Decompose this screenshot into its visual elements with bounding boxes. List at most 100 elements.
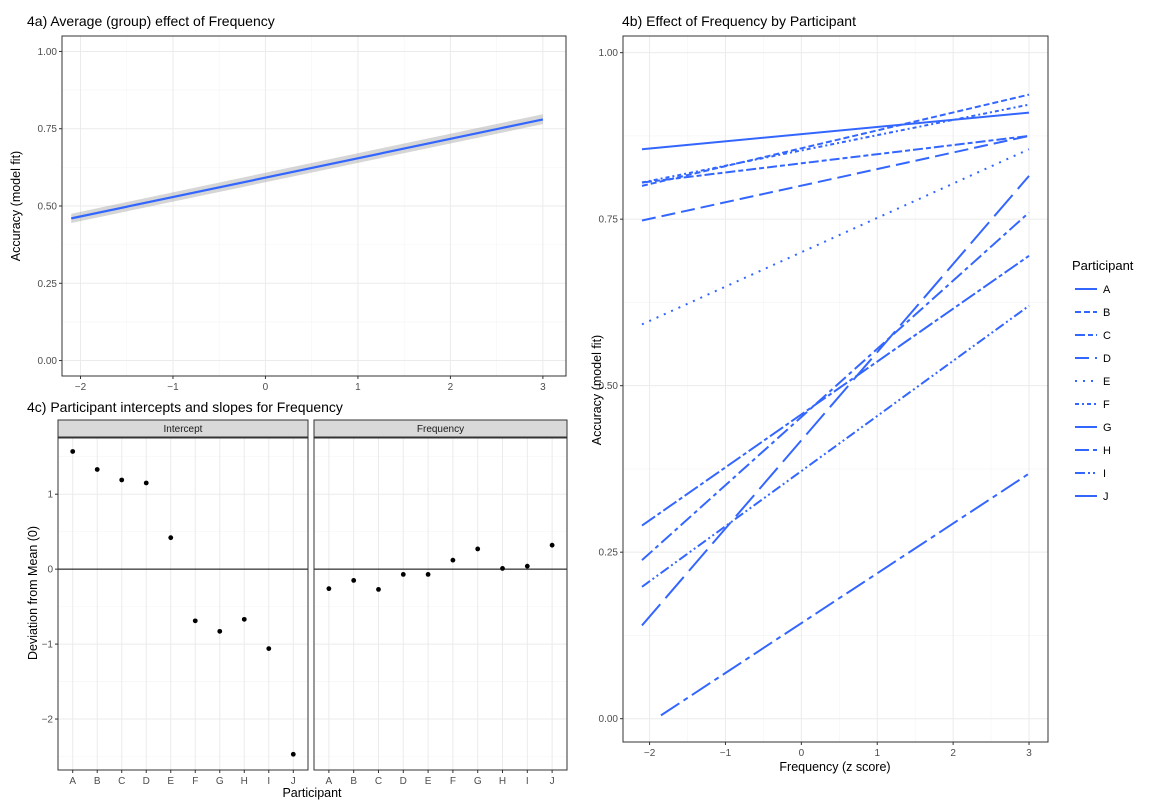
data-point-g [475,546,481,552]
y-tick-label: 1.00 [38,47,58,58]
data-point-h [500,566,505,571]
facet-border [313,437,568,771]
legend-label-i: I [1103,468,1106,480]
x-tick-label: A [69,776,76,787]
panel-4a-x-ticks: −2 −1 0 1 2 3 [75,376,546,393]
x-tick-label: 0 [799,748,805,759]
x-tick-label: −2 [75,382,87,393]
panel-4c: 4c) Participant intercepts and slopes fo… [26,399,568,800]
x-tick-label: 1 [874,748,880,759]
x-tick-label: 0 [263,382,269,393]
data-point-f [192,618,198,624]
y-tick-label: 1.00 [599,48,619,59]
legend-label-g: G [1103,422,1112,434]
facet-strip-background [57,419,309,438]
data-point-j [549,542,555,548]
group-fit-line [71,118,544,220]
facet-border [57,437,309,771]
y-tick-label: 0.50 [38,202,58,213]
participant-line-h [641,211,1030,561]
y-tick-label: 0 [47,565,53,576]
panel-4b: 4b) Effect of Frequency by Participant 0… [590,13,1134,774]
x-tick-label: 3 [1026,748,1032,759]
data-point-g [217,628,223,634]
x-tick-label: −2 [644,748,656,759]
y-tick-label: 0.25 [38,279,58,290]
y-tick-label: −2 [42,715,54,726]
y-tick-label: 0.75 [38,124,58,135]
panel-4a-y-axis-label: Accuracy (model fit) [9,151,23,261]
data-point-c [376,586,381,592]
legend-label-a: A [1103,284,1111,296]
panel-4c-x-axis-label: Participant [282,786,342,800]
data-point-c [119,477,125,483]
legend-label-h: H [1103,445,1111,457]
x-tick-label: 2 [448,382,454,393]
panel-4c-y-axis-label: Deviation from Mean (0) [26,526,40,660]
panel-4a-marks [71,114,544,223]
data-point-a [70,449,76,454]
x-tick-label: C [118,776,125,787]
panel-4b-background [623,36,1048,742]
x-tick-label: 2 [950,748,956,759]
facet-frequency: Frequency A B C D E F G H I J [313,419,568,787]
panel-4b-y-axis-label: Accuracy (model fit) [590,335,604,445]
facet-background [314,438,567,770]
legend-title: Participant [1072,258,1134,273]
data-point-i [266,646,272,651]
panel-4b-title: 4b) Effect of Frequency by Participant [622,13,856,29]
legend-label-j: J [1103,491,1109,503]
x-tick-label: B [350,776,357,787]
participant-line-a [641,111,1030,151]
facet-strip-label: Frequency [417,424,464,435]
participant-line-g [641,175,1030,627]
x-tick-label: A [326,776,333,787]
x-tick-label: H [499,776,506,787]
panel-4b-y-ticks: 0.00 0.25 0.50 0.75 1.00 [599,48,623,725]
x-tick-label: D [143,776,150,787]
x-tick-label: E [167,776,174,787]
panel-4c-title: 4c) Participant intercepts and slopes fo… [27,399,343,415]
data-point-d [400,571,406,577]
panel-4b-x-axis-label: Frequency (z score) [779,760,890,774]
panel-4b-grid [623,36,1048,742]
x-tick-label: I [267,776,270,787]
legend-label-e: E [1103,376,1110,388]
legend-label-c: C [1103,330,1111,342]
panel-4b-x-ticks: −2 −1 0 1 2 3 [644,742,1032,759]
data-point-a [326,586,332,592]
panel-4a-grid [62,36,566,376]
participant-line-extra [641,254,1030,527]
x-tick-label: D [400,776,407,787]
panel-4c-y-ticks: −2 −1 0 1 [42,490,58,726]
x-tick-label: J [550,776,555,787]
facet-intercept: Intercept A B C D E F G H I J [57,419,309,787]
y-tick-label: 0.50 [599,381,619,392]
facet-background [58,438,308,770]
data-point-b [351,577,357,583]
y-tick-label: 0.00 [599,714,619,725]
x-tick-label: J [291,776,296,787]
panel-4c-facets: Intercept A B C D E F G H I J Frequency A B C D E F G H I J [57,419,568,787]
x-tick-label: E [425,776,432,787]
x-tick-label: G [474,776,482,787]
y-tick-label: 1 [47,490,53,501]
participant-line-b [641,93,1030,187]
x-tick-label: 3 [540,382,546,393]
x-tick-label: −1 [720,748,732,759]
x-tick-label: F [450,776,456,787]
y-tick-label: 0.75 [599,215,619,226]
data-point-h [241,616,247,622]
data-point-b [94,467,100,472]
x-tick-label: G [216,776,224,787]
legend-label-d: D [1103,353,1111,365]
y-tick-label: 0.00 [38,356,58,367]
data-point-i [524,563,530,569]
panel-4b-border [622,35,1049,743]
x-tick-label: −1 [167,382,179,393]
x-tick-label: C [375,776,382,787]
x-tick-label: F [192,776,198,787]
